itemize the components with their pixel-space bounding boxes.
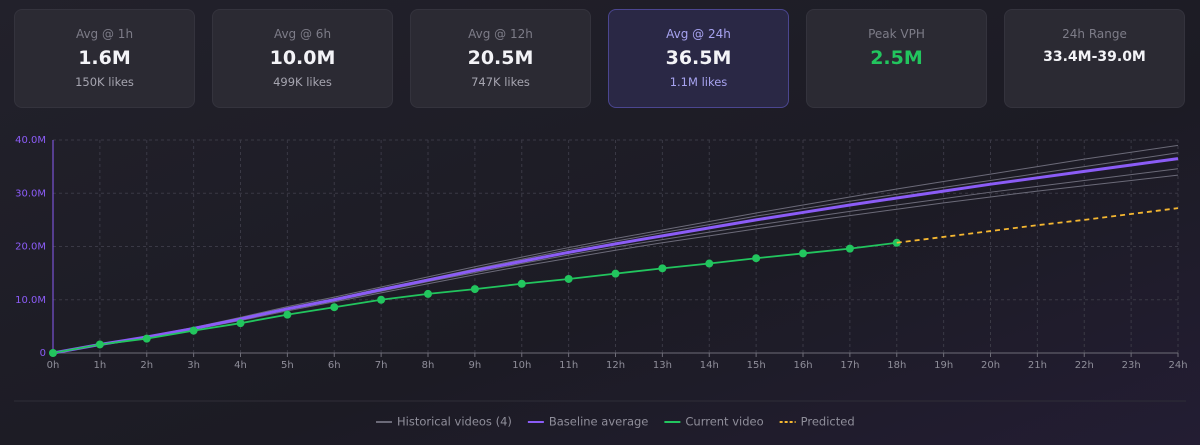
card-value: 20.5M bbox=[467, 47, 534, 69]
card-value: 2.5M bbox=[870, 47, 923, 69]
x-tick-label: 2h bbox=[140, 360, 153, 371]
x-tick-label: 14h bbox=[700, 360, 719, 371]
point bbox=[236, 319, 245, 328]
y-tick-label: 40.0M bbox=[15, 135, 46, 146]
card-value: 10.0M bbox=[269, 47, 336, 69]
card-sub: 499K likes bbox=[273, 75, 332, 89]
x-tick-label: 0h bbox=[47, 360, 60, 371]
stat-card: Peak VPH 2.5M bbox=[806, 9, 987, 108]
card-label: Peak VPH bbox=[868, 27, 925, 41]
legend-label: Current video bbox=[685, 415, 763, 429]
point bbox=[283, 310, 292, 319]
x-tick-label: 16h bbox=[793, 360, 812, 371]
point bbox=[49, 349, 57, 357]
legend-label: Baseline average bbox=[549, 415, 649, 429]
point bbox=[611, 269, 620, 278]
stat-card: Avg @ 12h 20.5M 747K likes bbox=[410, 9, 591, 108]
x-tick-label: 18h bbox=[887, 360, 906, 371]
x-tick-label: 3h bbox=[187, 360, 200, 371]
x-tick-label: 11h bbox=[559, 360, 578, 371]
point bbox=[705, 259, 714, 268]
series-line bbox=[896, 207, 1179, 244]
stat-card: Avg @ 24h 36.5M 1.1M likes bbox=[608, 9, 789, 108]
stat-card: Avg @ 6h 10.0M 499K likes bbox=[212, 9, 393, 108]
x-tick-label: 20h bbox=[981, 360, 1000, 371]
series-line bbox=[52, 157, 1179, 355]
x-tick-label: 12h bbox=[606, 360, 625, 371]
stat-cards: Avg @ 1h 1.6M 150K likes Avg @ 6h 10.0M 499K … bbox=[14, 9, 1185, 108]
card-value: 36.5M bbox=[665, 47, 732, 69]
x-tick-label: 4h bbox=[234, 360, 247, 371]
x-tick-label: 5h bbox=[281, 360, 294, 371]
point bbox=[658, 264, 667, 273]
card-sub: 150K likes bbox=[75, 75, 134, 89]
point bbox=[142, 334, 151, 343]
y-tick-label: 20.0M bbox=[15, 242, 46, 253]
card-label: Avg @ 6h bbox=[273, 27, 332, 41]
y-tick-label: 0 bbox=[40, 348, 46, 359]
stat-card: Avg @ 1h 1.6M 150K likes bbox=[14, 9, 195, 108]
x-tick-label: 1h bbox=[94, 360, 107, 371]
stat-card: 24h Range 33.4M-39.0M bbox=[1004, 9, 1185, 108]
card-value: 1.6M bbox=[78, 47, 131, 69]
x-tick-label: 8h bbox=[422, 360, 435, 371]
x-tick-label: 19h bbox=[934, 360, 953, 371]
point bbox=[470, 285, 479, 294]
x-tick-label: 24h bbox=[1168, 360, 1187, 371]
card-sub: 747K likes bbox=[471, 75, 530, 89]
point bbox=[377, 295, 386, 304]
x-tick-label: 7h bbox=[375, 360, 388, 371]
point bbox=[752, 254, 761, 263]
x-tick-label: 15h bbox=[747, 360, 766, 371]
card-label: 24h Range bbox=[1062, 27, 1127, 41]
point bbox=[517, 279, 526, 288]
x-tick-label: 21h bbox=[1028, 360, 1047, 371]
x-tick-label: 23h bbox=[1122, 360, 1141, 371]
x-tick-label: 9h bbox=[469, 360, 482, 371]
x-tick-label: 17h bbox=[840, 360, 859, 371]
card-value: 33.4M-39.0M bbox=[1043, 49, 1146, 65]
legend-label: Historical videos (4) bbox=[397, 415, 512, 429]
x-tick-label: 6h bbox=[328, 360, 341, 371]
card-sub: 1.1M likes bbox=[669, 75, 728, 89]
point bbox=[424, 289, 432, 298]
x-tick-label: 10h bbox=[512, 360, 531, 371]
legend-label: Predicted bbox=[801, 415, 855, 429]
historical-line bbox=[52, 144, 1179, 354]
x-tick-label: 22h bbox=[1075, 360, 1094, 371]
point bbox=[330, 303, 339, 312]
point bbox=[845, 244, 854, 253]
card-label: Avg @ 1h bbox=[75, 27, 134, 41]
y-tick-label: 10.0M bbox=[15, 295, 46, 306]
x-tick-label: 13h bbox=[653, 360, 672, 371]
y-tick-label: 30.0M bbox=[15, 188, 46, 199]
card-label: Avg @ 24h bbox=[666, 27, 731, 41]
card-label: Avg @ 12h bbox=[468, 27, 533, 41]
point bbox=[95, 340, 104, 349]
point bbox=[564, 274, 573, 283]
point bbox=[799, 249, 807, 258]
point bbox=[189, 326, 198, 335]
